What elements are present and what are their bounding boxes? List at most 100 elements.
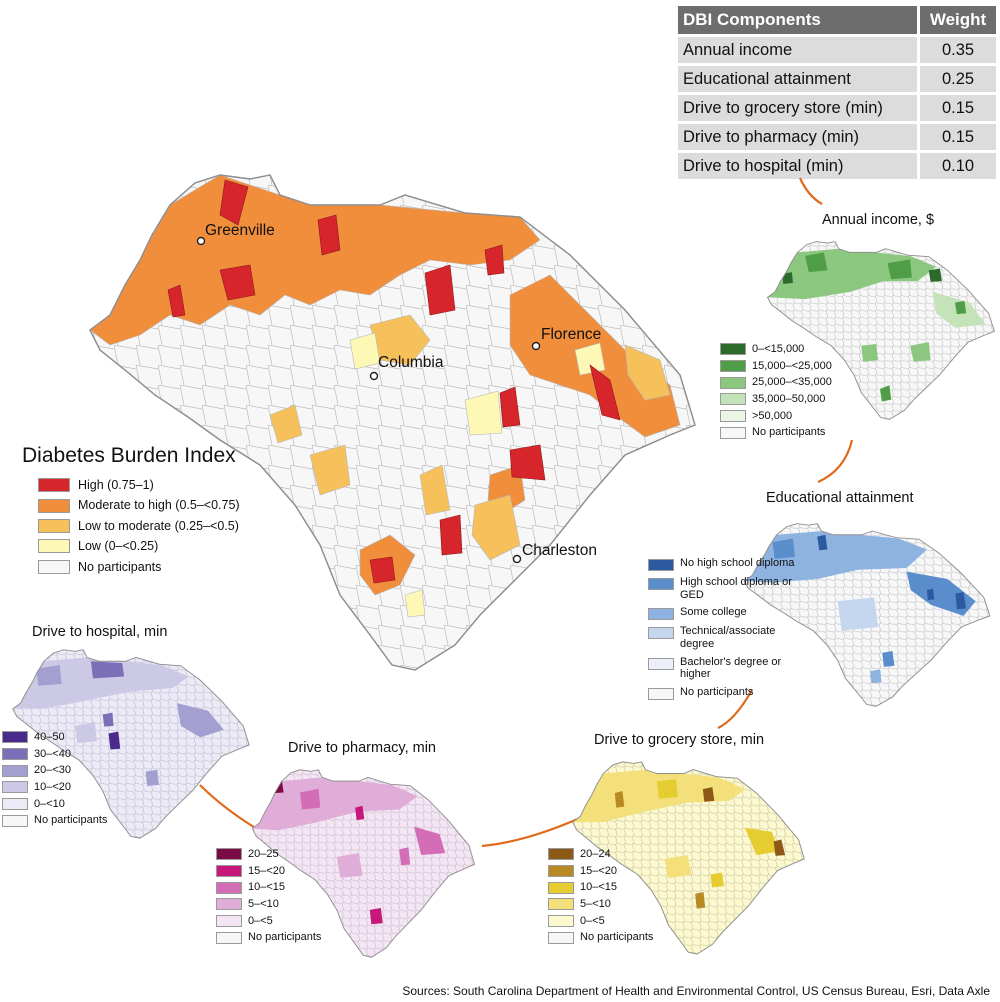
legend-swatch: [38, 478, 70, 493]
region-high: [317, 214, 341, 256]
legend-item: High (0.75–1): [38, 478, 240, 493]
region-high: [167, 284, 186, 318]
connector-income-education: [817, 439, 854, 484]
legend-label: 0–<15,000: [752, 343, 805, 355]
region-low-moderate: [624, 344, 671, 401]
hospital-mini-map: [12, 649, 250, 839]
legend-label: 5–<10: [580, 897, 611, 910]
legend-label: 30–<40: [34, 747, 72, 760]
region-low: [349, 332, 381, 370]
legend-swatch: [720, 376, 746, 389]
component-cell: Educational attainment: [678, 66, 918, 92]
legend-swatch: [648, 608, 674, 621]
legend-label: 0–<5: [580, 914, 605, 927]
legend-label: 15–<20: [248, 864, 286, 877]
region-low: [574, 342, 606, 376]
legend-item: Technical/associate degree: [648, 625, 798, 650]
weight-cell: 0.35: [917, 37, 996, 63]
region-high: [219, 179, 249, 226]
legend-label: Technical/associate degree: [680, 625, 776, 650]
legend-item: >50,000: [720, 410, 832, 423]
components-header: DBI Components: [678, 6, 918, 34]
legend-swatch: [216, 864, 242, 877]
weight-cell: 0.25: [917, 66, 996, 92]
legend-label: No participants: [78, 559, 162, 574]
legend-swatch: [2, 814, 28, 827]
table-row: Drive to grocery store (min) 0.15: [678, 95, 996, 121]
weight-header: Weight: [917, 6, 996, 34]
legend-item: Bachelor's degree or higher: [648, 656, 798, 681]
dbi-components-table: DBI Components Weight Annual income 0.35 …: [678, 3, 996, 182]
table-row: Annual income 0.35: [678, 37, 996, 63]
legend-item: Low to moderate (0.25–<0.5): [38, 519, 240, 533]
region-high: [219, 264, 256, 301]
legend-label: 10–<15: [580, 881, 618, 894]
columbia-marker: [369, 371, 379, 381]
pharmacy-legend: 20–25 15–<20 10–<15 5–<10 0–<5 No partic…: [216, 848, 321, 948]
region-high: [484, 244, 505, 276]
legend-label: 0–<5: [248, 914, 273, 927]
legend-swatch: [648, 578, 674, 590]
income-map-title: Annual income, $: [822, 212, 935, 228]
legend-label: No participants: [680, 685, 754, 698]
source-note: Sources: South Carolina Department of He…: [402, 984, 990, 998]
table-row: Educational attainment 0.25: [678, 66, 996, 92]
legend-swatch: [720, 393, 746, 406]
legend-item: No participants: [38, 560, 240, 574]
region-low-moderate: [471, 494, 521, 561]
connector-grocery-pharmacy: [481, 816, 581, 848]
grocery-legend: 20–24 15–<20 10–<15 5–<10 0–<5 No partic…: [548, 848, 653, 948]
legend-swatch: [216, 881, 242, 894]
legend-item: 20–25: [216, 848, 321, 861]
legend-label: 20–<30: [34, 764, 72, 777]
table-header-row: DBI Components Weight: [678, 6, 996, 34]
legend-label: 40–50: [34, 731, 65, 743]
legend-item: Low (0–<0.25): [38, 539, 240, 554]
legend-item: 10–<15: [216, 881, 321, 894]
legend-swatch: [216, 848, 242, 861]
legend-swatch: [648, 627, 674, 640]
region-low: [404, 589, 426, 618]
legend-swatch: [38, 539, 70, 554]
legend-label: 15–<20: [580, 864, 618, 877]
legend-item: No participants: [548, 931, 653, 944]
legend-swatch: [2, 731, 28, 744]
region-high: [589, 364, 621, 421]
legend-label: 20–24: [580, 848, 611, 860]
legend-item: 40–50: [2, 731, 107, 744]
region-low-moderate: [269, 404, 303, 444]
legend-swatch: [548, 864, 574, 877]
legend-label: Some college: [680, 606, 747, 619]
region-high: [424, 264, 456, 316]
legend-label: Low (0–<0.25): [78, 539, 159, 554]
legend-item: Some college: [648, 606, 798, 621]
hospital-legend: 40–50 30–<40 20–<30 10–<20 0–<10 No part…: [2, 731, 107, 831]
legend-swatch: [720, 343, 746, 356]
legend-item: No participants: [720, 426, 832, 439]
legend-item: 5–<10: [216, 898, 321, 911]
region-low-moderate: [309, 444, 351, 496]
legend-swatch: [648, 657, 674, 670]
legend-label: 25,000–<35,000: [752, 376, 832, 389]
legend-label: Bachelor's degree or higher: [680, 655, 782, 681]
legend-label: 35,000–50,000: [752, 392, 826, 405]
legend-swatch: [720, 359, 746, 372]
legend-item: 25,000–<35,000: [720, 376, 832, 389]
main-map-title: Diabetes Burden Index: [22, 444, 236, 467]
legend-label: 0–<10: [34, 797, 65, 810]
legend-item: 20–<30: [2, 764, 107, 777]
legend-swatch: [548, 881, 574, 894]
legend-swatch: [2, 781, 28, 794]
legend-item: 0–<5: [216, 915, 321, 928]
legend-item: 20–24: [548, 848, 653, 861]
region-low-moderate: [419, 464, 451, 516]
legend-label: Low to moderate (0.25–<0.5): [78, 518, 239, 533]
legend-label: 5–<10: [248, 897, 279, 910]
legend-item: 5–<10: [548, 898, 653, 911]
legend-swatch: [548, 898, 574, 911]
pharmacy-mini-map: [251, 769, 475, 958]
legend-item: 0–<5: [548, 915, 653, 928]
legend-item: 10–<20: [2, 781, 107, 794]
legend-swatch: [720, 426, 746, 439]
